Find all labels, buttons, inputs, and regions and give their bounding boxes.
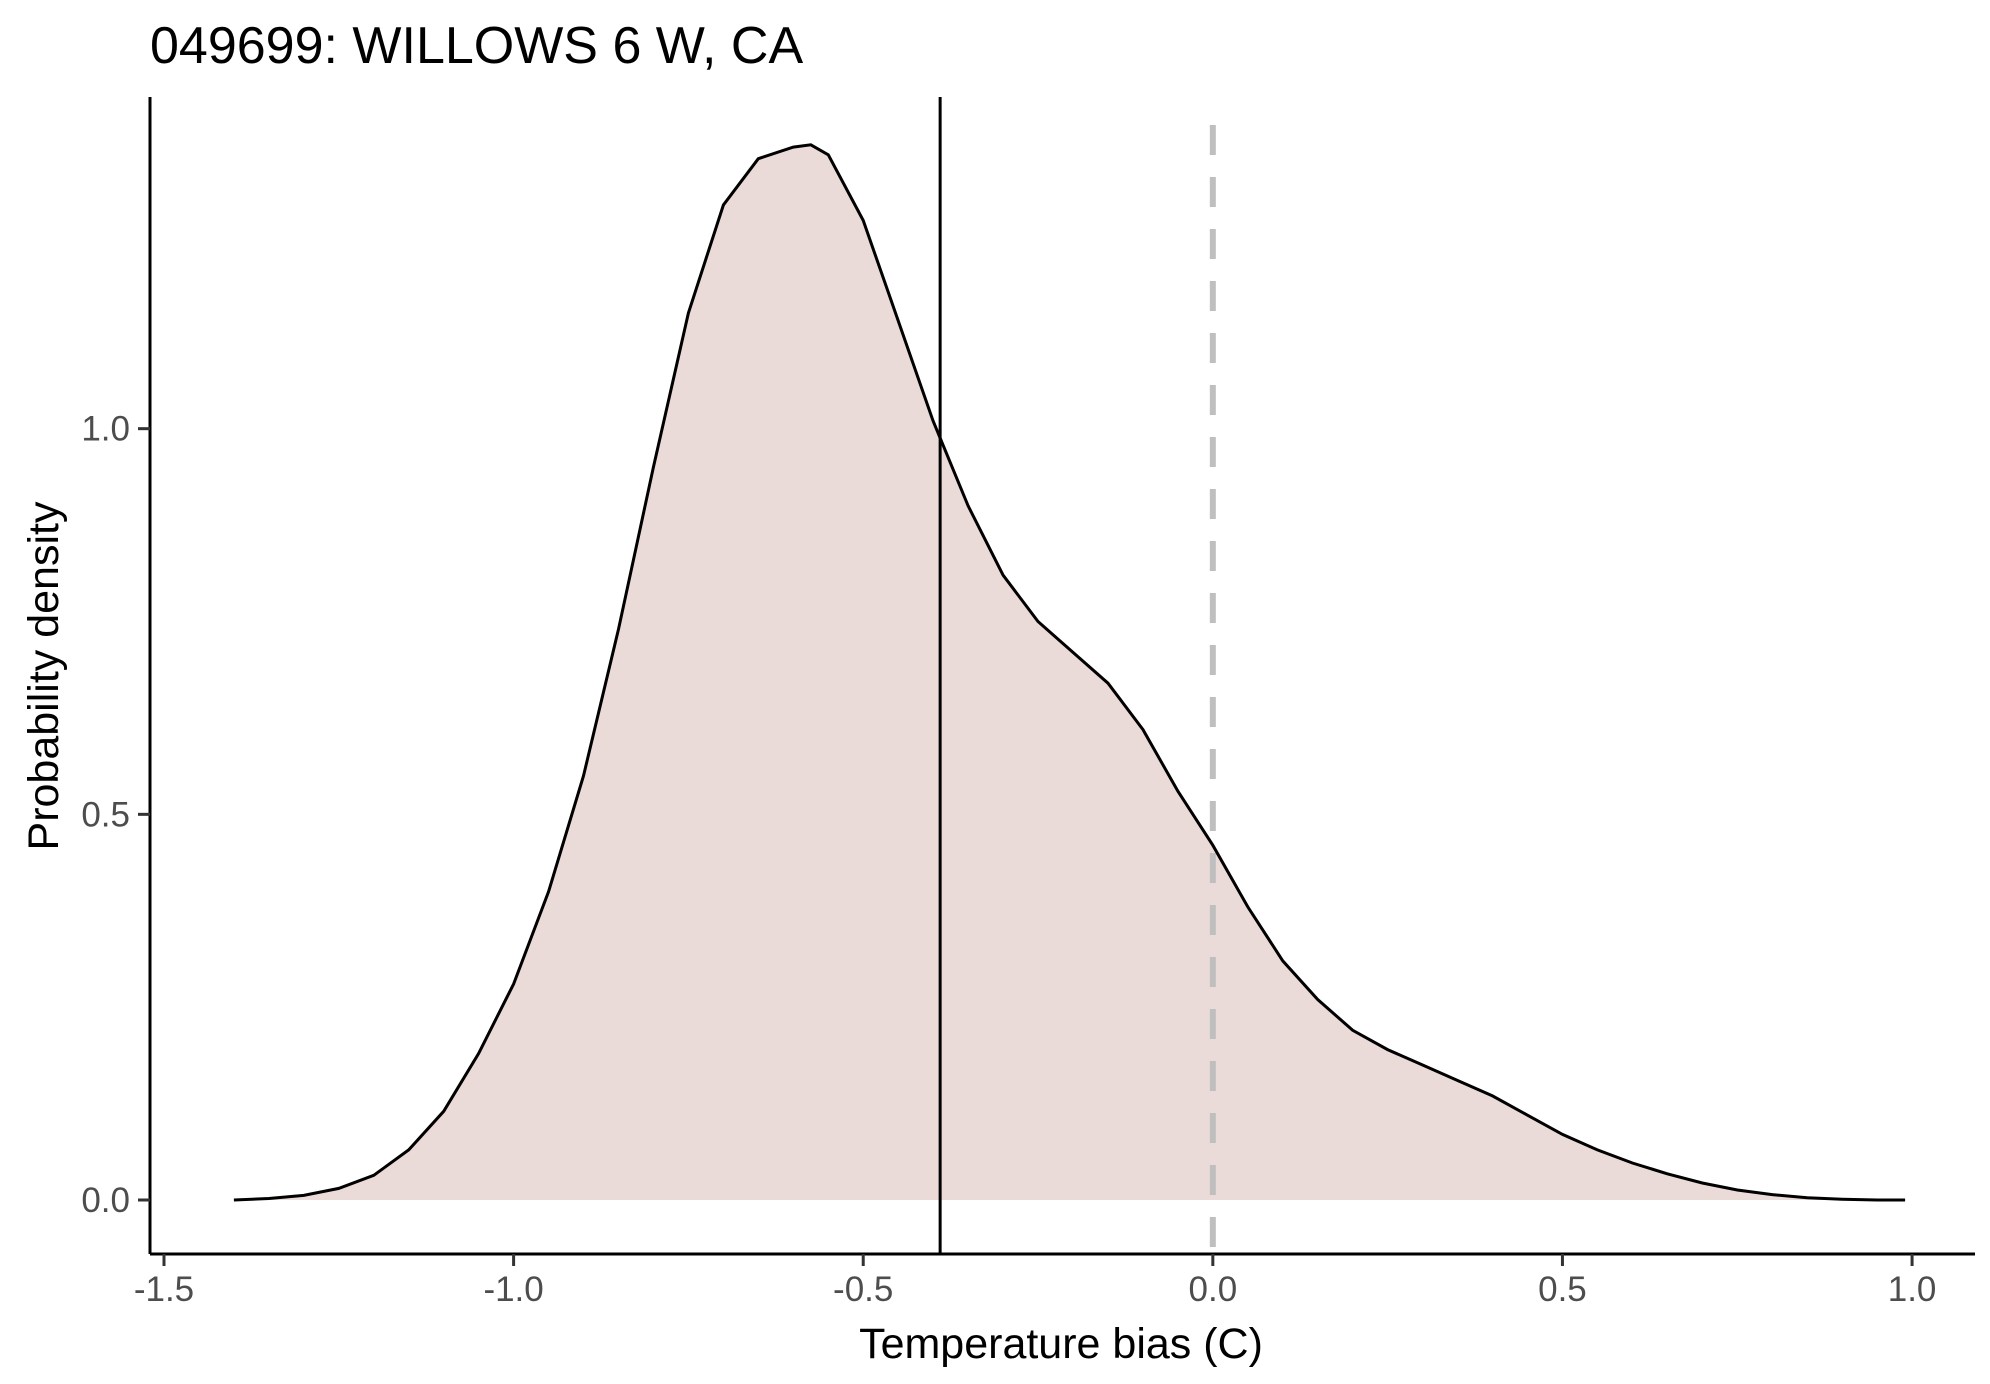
y-axis-title: Probability density [20, 501, 68, 850]
x-axis-title: Temperature bias (C) [859, 1320, 1263, 1368]
x-tick-label: -0.5 [833, 1270, 893, 1309]
y-tick-label: 0.0 [81, 1181, 130, 1220]
y-axis-ticks: 0.0 0.5 1.0 [81, 410, 150, 1220]
density-curve [233, 143, 1906, 1202]
density-fill-area [233, 144, 1906, 1200]
x-tick-label: 0.5 [1538, 1270, 1587, 1309]
y-tick-label: 1.0 [81, 410, 130, 449]
x-tick-label: -1.0 [483, 1270, 543, 1309]
x-tick-label: 1.0 [1888, 1270, 1937, 1309]
y-tick-label: 0.5 [81, 795, 130, 834]
x-tick-label: 0.0 [1189, 1270, 1238, 1309]
x-axis-ticks: -1.5 -1.0 -0.5 0.0 0.5 1.0 [134, 1254, 1937, 1309]
chart-title: 049699: WILLOWS 6 W, CA [150, 17, 803, 75]
x-tick-label: -1.5 [134, 1270, 194, 1309]
